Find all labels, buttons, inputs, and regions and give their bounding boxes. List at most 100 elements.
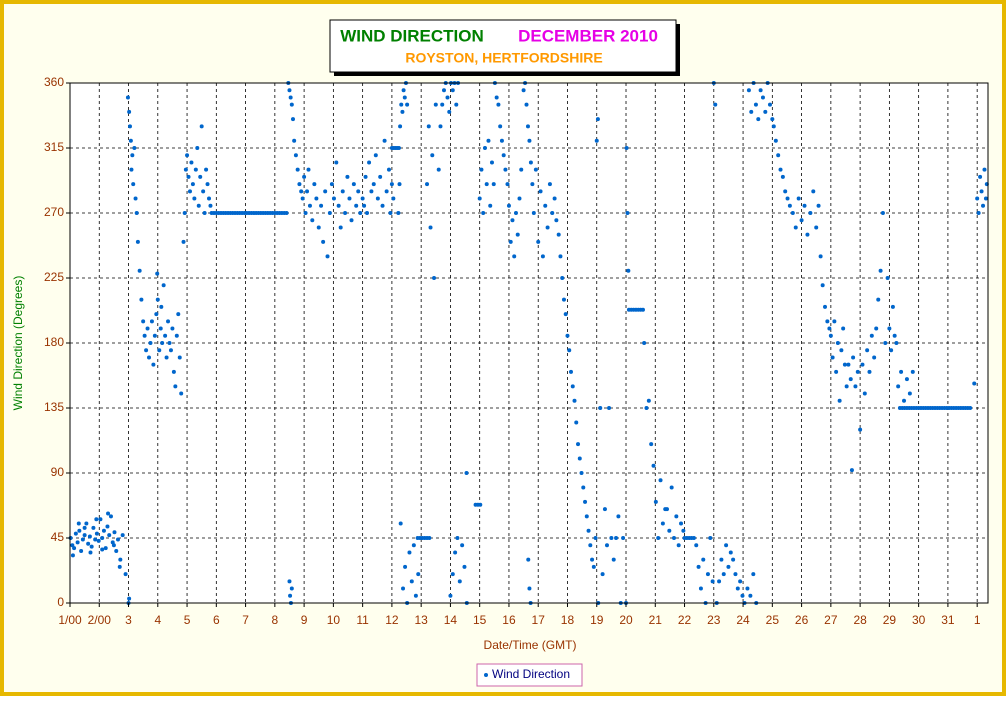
data-point	[179, 391, 184, 396]
data-point	[505, 182, 510, 187]
data-point	[556, 232, 561, 237]
data-point	[450, 88, 455, 93]
y-tick-label: 45	[51, 530, 65, 544]
data-point	[82, 525, 87, 530]
data-point	[329, 182, 334, 187]
x-tick-label: 20	[619, 613, 633, 627]
data-point	[588, 543, 593, 548]
data-point	[445, 95, 450, 100]
x-tick-label: 31	[941, 613, 955, 627]
data-point	[501, 153, 506, 158]
data-point	[108, 514, 113, 519]
data-point	[904, 377, 909, 382]
data-point	[681, 528, 686, 533]
data-point	[814, 225, 819, 230]
data-point	[365, 211, 370, 215]
data-point	[527, 586, 532, 591]
data-point	[401, 88, 406, 93]
x-tick-label: 12	[385, 613, 399, 627]
data-point	[547, 182, 552, 187]
data-point	[506, 203, 511, 208]
data-point	[528, 160, 533, 165]
data-point	[878, 268, 883, 273]
data-point	[799, 218, 804, 223]
data-point	[982, 167, 987, 172]
points	[68, 81, 989, 605]
data-point	[177, 355, 182, 360]
data-point	[611, 557, 616, 562]
data-point	[746, 88, 751, 93]
data-point	[378, 174, 383, 179]
data-point	[173, 384, 178, 389]
data-point	[398, 521, 403, 526]
data-point	[651, 463, 656, 468]
data-point	[331, 196, 336, 201]
x-tick-label: 1/00	[58, 613, 82, 627]
data-point	[827, 326, 832, 331]
data-point	[581, 485, 586, 490]
data-point	[646, 398, 651, 403]
data-point	[398, 124, 403, 129]
data-point	[975, 196, 980, 201]
data-point	[498, 124, 503, 129]
data-point	[579, 471, 584, 475]
data-point	[164, 355, 169, 360]
x-tick-label: 23	[707, 613, 721, 627]
data-point	[713, 102, 718, 107]
data-point	[312, 182, 317, 187]
data-point	[300, 196, 305, 201]
data-point	[568, 369, 573, 374]
data-point	[127, 596, 132, 601]
data-point	[834, 369, 839, 374]
data-point	[114, 549, 119, 553]
data-point	[767, 102, 772, 107]
data-point	[196, 203, 201, 208]
x-tick-label: 17	[532, 613, 546, 627]
data-point	[565, 333, 570, 338]
data-point	[120, 533, 125, 538]
data-point	[131, 182, 136, 187]
data-point	[717, 579, 722, 584]
data-point	[91, 525, 96, 530]
data-point	[983, 196, 988, 201]
data-point	[345, 174, 350, 179]
data-point	[193, 167, 198, 172]
data-point	[691, 536, 696, 540]
data-point	[75, 540, 80, 545]
data-point	[460, 543, 465, 548]
data-point	[384, 189, 389, 194]
data-point	[785, 196, 790, 201]
data-point	[595, 117, 600, 122]
data-point	[70, 543, 75, 548]
x-tick-label: 8	[272, 613, 279, 627]
data-point	[600, 572, 605, 577]
data-point	[842, 362, 847, 367]
data-point	[166, 319, 171, 324]
data-point	[402, 95, 407, 100]
data-point	[660, 521, 665, 526]
x-tick-label: 13	[414, 613, 428, 627]
data-point	[155, 271, 160, 276]
data-point	[855, 369, 860, 374]
data-point	[94, 517, 99, 522]
data-point	[159, 304, 164, 309]
data-point	[391, 196, 396, 201]
data-point	[428, 225, 433, 230]
data-point	[340, 189, 345, 194]
data-point	[862, 391, 867, 396]
data-point	[816, 203, 821, 208]
data-point	[489, 160, 494, 165]
data-point	[192, 196, 197, 201]
data-point	[411, 543, 416, 548]
data-point	[790, 211, 795, 215]
data-point	[84, 521, 89, 526]
data-point	[128, 138, 133, 143]
data-point	[740, 593, 745, 598]
data-point	[73, 531, 78, 536]
data-point	[889, 348, 894, 353]
data-point	[310, 218, 315, 223]
x-tick-label: 4	[154, 613, 161, 627]
data-point	[756, 117, 761, 122]
data-point	[396, 146, 401, 150]
x-tick-label: 26	[795, 613, 809, 627]
